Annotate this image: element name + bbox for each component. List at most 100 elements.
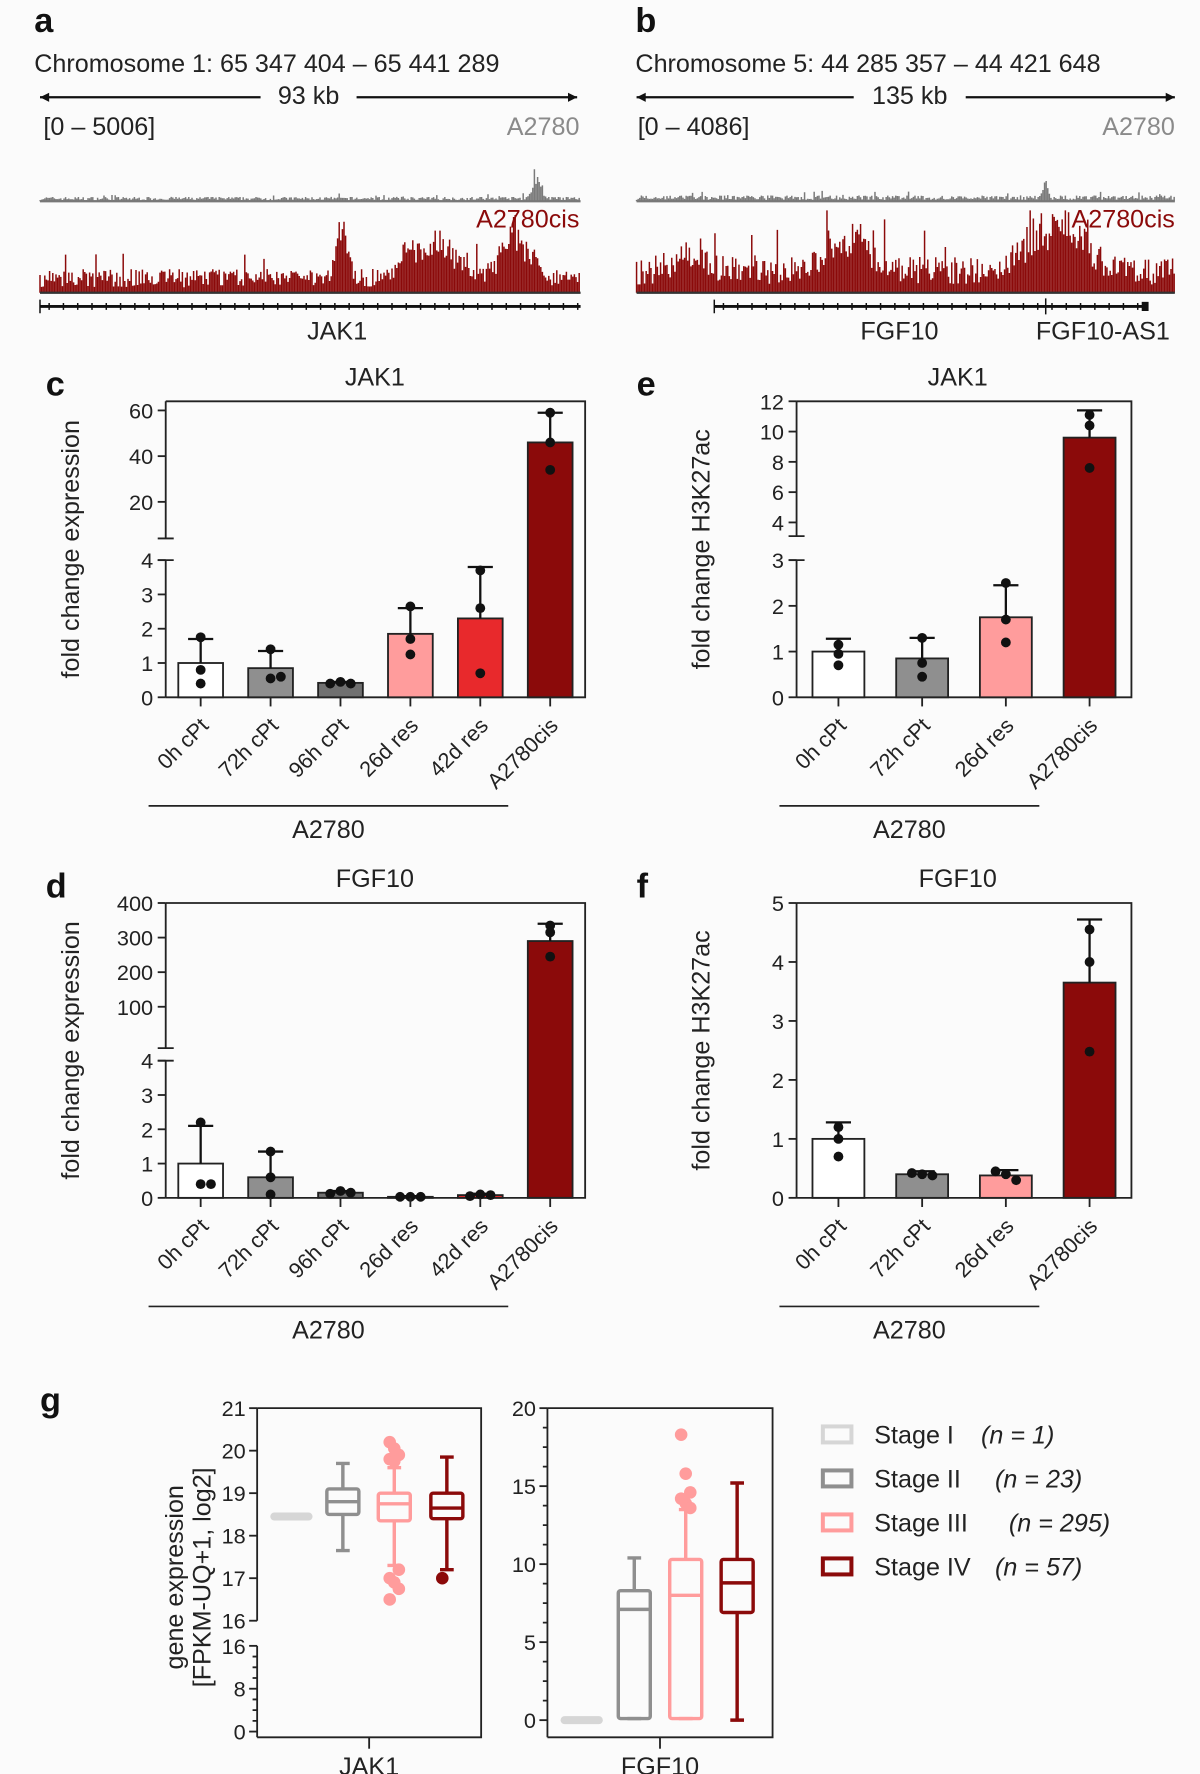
data-point — [325, 678, 336, 689]
y-axis-label: fold change expression — [57, 420, 85, 678]
outlier-point — [392, 1582, 406, 1596]
bar — [978, 616, 1033, 699]
iqr-box — [429, 1491, 465, 1521]
data-point — [833, 1151, 844, 1162]
outlier-point — [674, 1428, 688, 1441]
error-bar — [397, 606, 423, 634]
x-tick-label: JAK1 — [339, 1753, 399, 1774]
y-tick-label: 16 — [222, 1609, 246, 1634]
y-tick-label: 4 — [772, 510, 784, 535]
y-tick-label: 20 — [512, 1396, 536, 1421]
gene-end-mark — [1141, 301, 1149, 311]
y-tick-label: 16 — [222, 1634, 246, 1659]
data-point — [395, 1191, 406, 1202]
data-point — [195, 1117, 206, 1128]
panel-label-g: g — [40, 1382, 61, 1420]
bar-group — [1062, 409, 1117, 699]
y-tick-label: 0 — [141, 685, 153, 710]
data-point — [405, 1191, 416, 1202]
x-tick-label: 26d res — [950, 1213, 1019, 1282]
y-tick-label: 1 — [772, 640, 784, 665]
span-arrow — [636, 92, 1175, 102]
whisker — [336, 1461, 350, 1553]
legend-item: Stage II (n = 23) — [820, 1466, 1082, 1494]
y-axis-label: fold change H3K27ac — [688, 930, 716, 1170]
x-tick-label: 72h cPt — [865, 1213, 935, 1283]
legend-label: Stage III — [874, 1510, 968, 1538]
plot-frame — [796, 400, 1133, 699]
y-tick-label: 3 — [141, 1083, 153, 1108]
bar-group — [526, 920, 574, 1199]
gene-model — [713, 298, 1147, 315]
track-label-a2780cis: A2780cis — [1071, 206, 1174, 234]
bar — [526, 441, 574, 699]
bar-group — [387, 1191, 434, 1202]
legend-item: Stage I (n = 1) — [820, 1422, 1054, 1450]
minor-ticks — [252, 1655, 258, 1722]
data-point — [475, 668, 486, 679]
data-point — [195, 1179, 206, 1190]
coverage-signal — [39, 214, 580, 293]
y-tick-label: 3 — [772, 548, 784, 573]
data-point — [1084, 463, 1095, 473]
y-tick-label: 3 — [141, 582, 153, 607]
data-point — [833, 660, 844, 671]
data-point — [545, 407, 556, 418]
data-point — [335, 1186, 346, 1196]
y-tick-label: 20 — [222, 1439, 246, 1464]
data-point — [195, 632, 206, 643]
panel-b-genome-track: b Chromosome 5: 44 285 357 – 44 421 648 … — [635, 2, 1174, 345]
gene-label-fgf10-as1: FGF10-AS1 — [1036, 318, 1170, 346]
bar-group — [811, 637, 866, 699]
bar-group — [526, 407, 574, 699]
whisker — [730, 1481, 744, 1722]
outlier-point — [684, 1486, 697, 1499]
x-tick-label: 96h cPt — [283, 713, 353, 783]
legend-swatch — [820, 1468, 854, 1489]
outlier-point — [392, 1563, 406, 1576]
group-label: A2780 — [292, 816, 365, 844]
y-axis-label: fold change expression — [57, 921, 85, 1179]
bar — [526, 940, 574, 1199]
y-tick-label: 0 — [141, 1186, 153, 1211]
track-label-a2780cis: A2780cis — [476, 206, 579, 234]
data-point — [325, 1188, 336, 1199]
bar-group — [1062, 918, 1117, 1199]
whisker — [627, 1556, 642, 1721]
y-tick-label: 5 — [524, 1630, 536, 1655]
bar — [811, 1137, 866, 1199]
y-tick-label: 1 — [141, 1152, 153, 1177]
error-bar — [993, 584, 1019, 618]
data-point — [1084, 924, 1095, 935]
iqr-box — [376, 1491, 412, 1523]
a2780-track — [39, 169, 581, 203]
x-tick-label: 0h cPt — [790, 713, 851, 774]
bar-group — [247, 644, 294, 699]
outlier-point — [383, 1593, 396, 1606]
box-stage-ii — [616, 1556, 652, 1721]
y-tick-label: 8 — [234, 1677, 246, 1702]
box-stage-ii — [325, 1461, 361, 1553]
group-label: A2780 — [292, 1316, 365, 1344]
data-point — [265, 1189, 276, 1200]
span-label: 93 kb — [278, 82, 339, 110]
x-tick-label: 72h cPt — [865, 713, 935, 783]
x-tick-label: 26d res — [950, 713, 1019, 782]
box-stage-iii — [668, 1428, 704, 1721]
bar — [457, 617, 504, 699]
bar — [1062, 981, 1117, 1199]
y-axis-label: fold change H3K27ac — [688, 429, 716, 669]
error-bar — [188, 637, 214, 663]
y-tick-label: 1 — [772, 1127, 784, 1152]
track-label-a2780: A2780 — [507, 113, 580, 141]
data-point — [265, 1146, 276, 1157]
chromosome-coordinates: Chromosome 1: 65 347 404 – 65 441 289 — [34, 50, 499, 78]
chart-g: gene expression [FPKM-UQ+1, log2] 16 17 18 19… — [161, 1396, 1110, 1774]
boxplot-jak1: 16 17 18 19 20 21 0 8 16 JAK1 — [222, 1396, 483, 1774]
data-point — [833, 1133, 844, 1144]
panel-label-e: e — [637, 366, 656, 404]
data-point — [927, 1170, 938, 1181]
iqr-box — [616, 1588, 652, 1721]
bar-group — [177, 632, 224, 699]
bar-group — [978, 578, 1033, 699]
